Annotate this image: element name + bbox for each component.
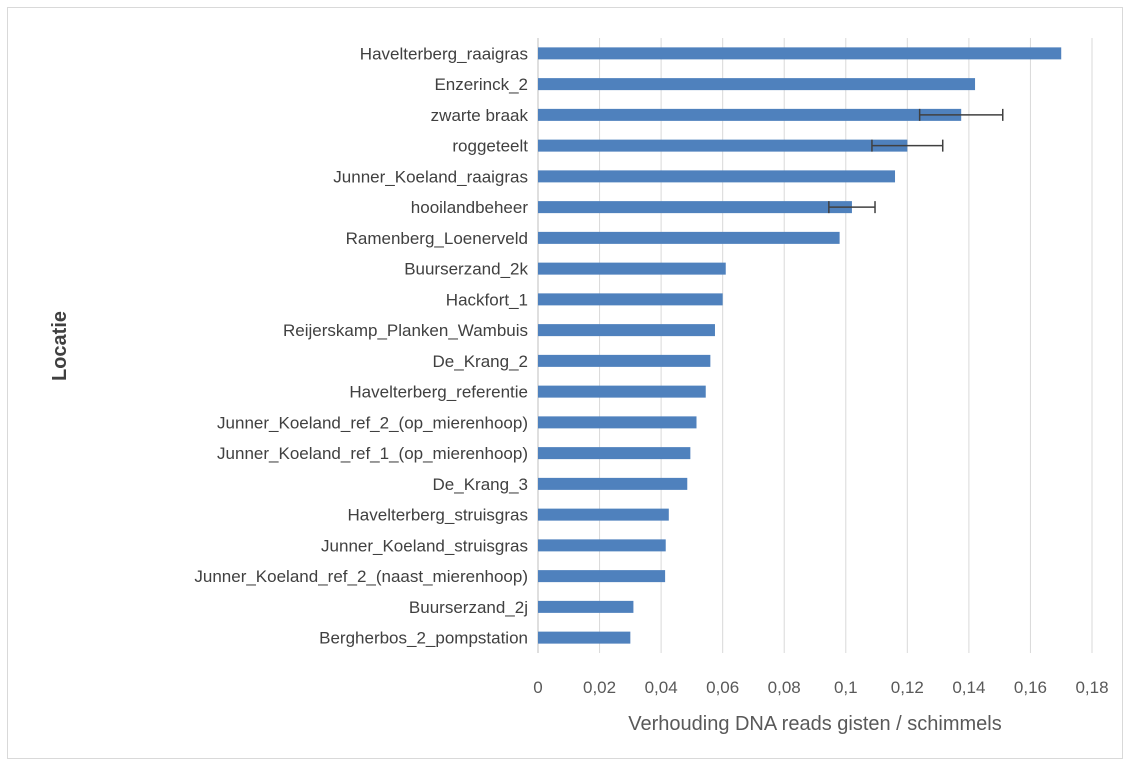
x-tick-label: 0,04	[645, 678, 678, 697]
category-label: Junner_Koeland_ref_2_(op_mierenhoop)	[217, 413, 528, 432]
category-label: Havelterberg_raaigras	[360, 44, 528, 63]
category-label: Havelterberg_referentie	[349, 383, 528, 402]
category-label: Junner_Koeland_raaigras	[333, 167, 528, 186]
category-label: Junner_Koeland_ref_2_(naast_mierenhoop)	[194, 567, 528, 586]
category-label: De_Krang_3	[433, 475, 528, 494]
bar	[538, 385, 706, 398]
bar	[538, 108, 962, 121]
category-label: Reijerskamp_Planken_Wambuis	[283, 321, 528, 340]
bar	[538, 447, 691, 460]
bar	[538, 354, 711, 367]
bar	[538, 539, 666, 552]
x-tick-label: 0,14	[952, 678, 985, 697]
category-label: Enzerinck_2	[434, 75, 528, 94]
bar	[538, 416, 697, 429]
category-label: De_Krang_2	[433, 352, 528, 371]
x-tick-labels: 0 0,02 0,04 0,06 0,08 0,1 0,12 0,14 0,16 0,18	[533, 678, 1108, 697]
bars	[538, 47, 1062, 644]
gridlines	[537, 38, 1093, 653]
bar	[538, 201, 852, 214]
x-tick-label: 0	[533, 678, 542, 697]
bar	[538, 570, 666, 583]
bar	[538, 293, 723, 306]
category-label: Buurserzand_2k	[404, 260, 528, 279]
category-label: hooilandbeheer	[411, 198, 529, 217]
x-tick-label: 0,18	[1075, 678, 1108, 697]
x-tick-label: 0,08	[768, 678, 801, 697]
bar	[538, 477, 688, 490]
bar	[538, 631, 631, 644]
category-label: zwarte braak	[431, 106, 529, 125]
category-label: Hackfort_1	[446, 290, 528, 309]
category-label: roggeteelt	[452, 137, 528, 156]
category-label: Junner_Koeland_ref_1_(op_mierenhoop)	[217, 444, 528, 463]
category-label: Junner_Koeland_struisgras	[321, 536, 528, 555]
bar	[538, 324, 715, 337]
error-bar	[828, 201, 876, 214]
x-tick-label: 0,02	[583, 678, 616, 697]
x-tick-label: 0,16	[1014, 678, 1047, 697]
x-tick-label: 0,06	[706, 678, 739, 697]
error-bar	[918, 108, 1004, 121]
bar	[538, 600, 634, 613]
x-axis-title: Verhouding DNA reads gisten / schimmels	[628, 713, 1002, 735]
y-axis-title: Locatie	[49, 311, 71, 381]
x-tick-label: 0,1	[834, 678, 858, 697]
error-bar	[871, 139, 944, 152]
x-tick-label: 0,12	[891, 678, 924, 697]
bar	[538, 262, 726, 275]
category-label: Bergherbos_2_pompstation	[319, 629, 528, 648]
error-bars	[828, 108, 1004, 214]
category-label: Buurserzand_2j	[409, 598, 528, 617]
bar	[538, 508, 669, 521]
bar	[538, 47, 1062, 60]
category-label: Ramenberg_Loenerveld	[346, 229, 528, 248]
bar	[538, 231, 840, 244]
bar	[538, 170, 896, 183]
bar	[538, 78, 976, 91]
bar	[538, 139, 908, 152]
category-label: Havelterberg_struisgras	[348, 506, 528, 525]
